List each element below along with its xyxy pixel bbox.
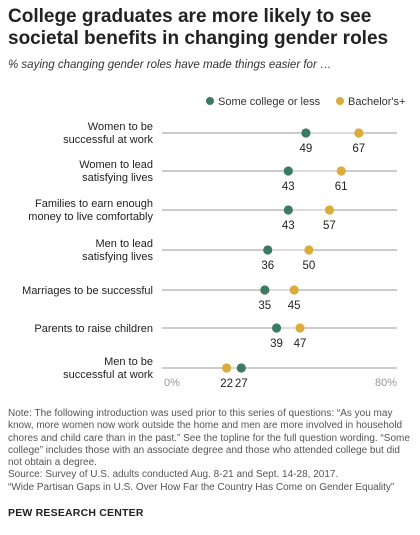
report-title: “Wide Partisan Gaps in U.S. Over How Far… xyxy=(8,481,395,493)
chart-title: College graduates are more likely to see… xyxy=(8,6,389,49)
category-label-line: money to live comfortably xyxy=(28,211,153,223)
value-label-some-college: 49 xyxy=(300,143,313,155)
value-label-some-college: 43 xyxy=(282,181,295,193)
value-label-some-college: 43 xyxy=(282,220,295,232)
axis-tick-label: 80% xyxy=(375,377,397,389)
dot-some-college xyxy=(271,323,282,333)
category-label: Women to be successful at work xyxy=(63,121,153,146)
dot-bachelors xyxy=(289,285,299,295)
category-label-line: Women to be xyxy=(88,121,153,133)
category-label: Families to earn enough money to live com… xyxy=(28,198,153,223)
value-label-bachelors: 61 xyxy=(335,181,348,193)
source-text: Source: Survey of U.S. adults conducted … xyxy=(8,469,339,481)
legend-bachelors: Bachelor's+ xyxy=(336,96,405,108)
note-text: Note: The following introduction was use… xyxy=(8,408,410,469)
legend-some-college: Some college or less xyxy=(206,96,320,108)
value-label-bachelors: 57 xyxy=(323,220,336,232)
value-label-some-college: 39 xyxy=(270,338,283,350)
axis-tick-label: 0% xyxy=(164,377,180,389)
dot-bachelors xyxy=(222,363,232,373)
legend-label-some-college: Some college or less xyxy=(218,96,321,108)
chart-notes: Note: The following introduction was use… xyxy=(8,408,416,494)
category-label-line: successful at work xyxy=(63,369,153,381)
category-label: Men to be successful at work xyxy=(63,356,153,381)
category-label-line: Men to be xyxy=(104,356,153,368)
value-label-bachelors: 50 xyxy=(302,260,315,272)
chart-subtitle: % saying changing gender roles have made… xyxy=(8,59,332,71)
value-label-some-college: 35 xyxy=(258,300,271,312)
category-label-line: Families to earn enough xyxy=(35,198,153,210)
dot-bachelors xyxy=(336,166,346,176)
dot-bachelors xyxy=(295,323,305,333)
value-label-bachelors: 22 xyxy=(220,378,233,390)
dot-some-college xyxy=(260,285,270,295)
legend-marker-bachelors xyxy=(336,97,344,105)
organization-name: PEW RESEARCH CENTER xyxy=(8,507,144,519)
value-label-some-college: 36 xyxy=(261,260,274,272)
dot-some-college xyxy=(283,205,293,215)
category-label-line: Women to lead xyxy=(79,159,153,171)
category-label: Parents to raise children xyxy=(34,323,153,335)
dot-some-college xyxy=(236,363,246,373)
dot-bachelors xyxy=(304,245,314,255)
category-label-line: Men to lead xyxy=(96,238,153,250)
value-label-some-college: 27 xyxy=(235,378,248,390)
dot-bachelors xyxy=(354,128,364,138)
value-label-bachelors: 47 xyxy=(294,338,307,350)
dot-some-college xyxy=(283,166,293,176)
category-label: Women to lead satisfying lives xyxy=(79,159,153,184)
dot-some-college xyxy=(263,245,273,255)
legend-label-bachelors: Bachelor's+ xyxy=(348,96,406,108)
category-label-line: satisfying lives xyxy=(82,172,153,184)
legend-marker-some-college xyxy=(206,97,214,105)
dot-bachelors xyxy=(324,205,335,215)
category-label: Men to lead satisfying lives xyxy=(82,238,153,263)
category-label-line: successful at work xyxy=(63,134,153,146)
value-label-bachelors: 67 xyxy=(352,143,365,155)
category-label-line: Parents to raise children xyxy=(34,323,153,335)
dot-some-college xyxy=(301,128,311,138)
category-label: Marriages to be successful xyxy=(22,285,153,297)
value-label-bachelors: 45 xyxy=(288,300,301,312)
category-label-line: satisfying lives xyxy=(82,251,153,263)
category-label-line: Marriages to be successful xyxy=(22,285,153,297)
